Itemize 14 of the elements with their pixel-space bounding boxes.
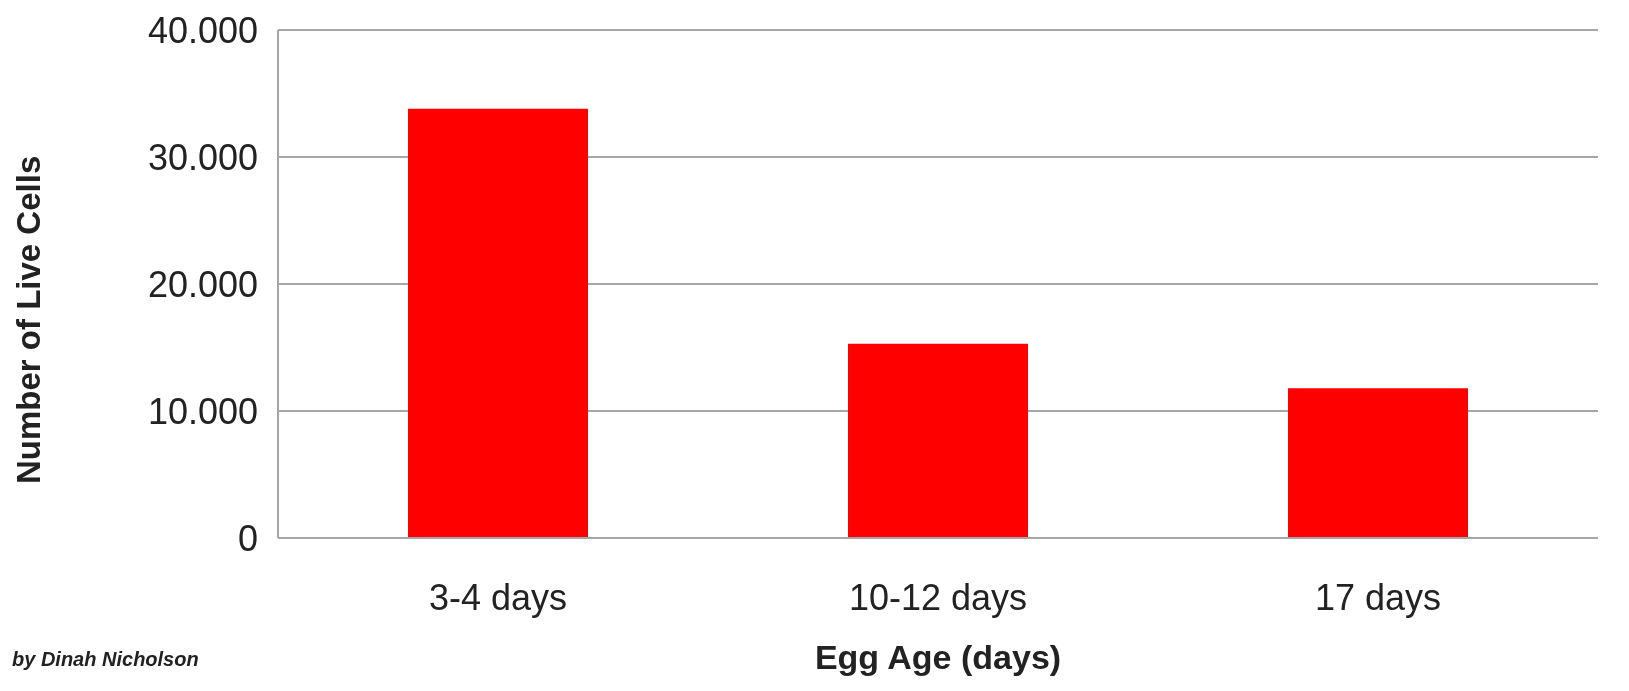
bar [848,343,1028,538]
bar [1288,388,1468,538]
y-tick-label: 20.000 [147,263,258,305]
bar [408,108,588,538]
text: by Dinah Nicholson [12,648,199,671]
x-tick-label: 10-12 days [848,576,1028,618]
y-tick-label: 10.000 [147,390,258,432]
x-tick-label: 3-4 days [428,576,568,618]
y-axis-title: Number of Live Cells [9,155,47,484]
x-tick-label: 17 days [1314,576,1442,618]
y-tick-label: 30.000 [147,136,258,178]
y-tick-label: 40.000 [147,9,258,51]
x-axis-title: Egg Age (days) [813,638,1063,677]
y-tick-label: 0 [237,517,258,559]
